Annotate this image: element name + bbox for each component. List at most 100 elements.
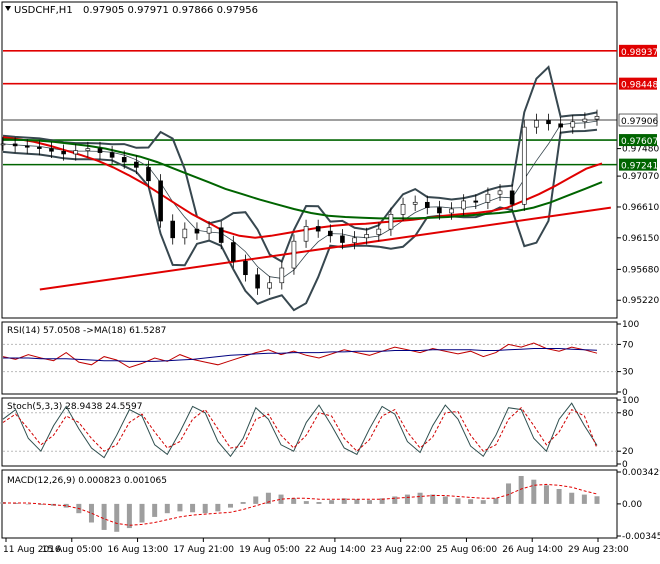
macd-bar (89, 504, 94, 523)
time-tick-label: 19 Aug 05:00 (239, 545, 300, 555)
stoch-tick-label: 100 (622, 396, 639, 406)
candle-body (462, 201, 466, 209)
candle-body (268, 283, 272, 288)
rsi-tick-label: 70 (622, 340, 634, 350)
candle-body (110, 153, 114, 158)
macd-bar (506, 483, 511, 503)
macd-bar (26, 504, 31, 505)
candle-body (474, 201, 478, 202)
candle-body (522, 127, 526, 204)
candle-body (171, 221, 175, 238)
candle-body (389, 214, 393, 229)
candle-body (583, 119, 587, 122)
macd-bar (405, 495, 410, 504)
candle-body (207, 228, 211, 233)
macd-bar (241, 502, 246, 504)
macd-title: MACD(12,26,9) 0.000823 0.001065 (7, 476, 167, 486)
macd-bar (367, 500, 372, 504)
candle-body (377, 229, 381, 234)
candle-body (256, 275, 260, 288)
candle-body (316, 226, 320, 231)
candle-body (328, 231, 332, 236)
symbol-label: USDCHF,H1 (14, 5, 73, 16)
macd-bar (177, 504, 182, 511)
time-tick-label: 16 Aug 13:00 (108, 545, 169, 555)
candle-body (571, 122, 575, 127)
price-tick-label: 0.95680 (622, 265, 659, 275)
level-label: 0.97906 (621, 117, 658, 127)
candle-body (437, 208, 441, 213)
candle-body (413, 202, 417, 204)
time-tick-label: 26 Aug 14:00 (502, 545, 563, 555)
macd-bar (203, 504, 208, 513)
level-label: 0.98448 (621, 81, 658, 91)
stoch-tick-label: 20 (622, 447, 634, 457)
macd-bar (127, 504, 132, 528)
candle-body (534, 120, 538, 127)
macd-bar (140, 504, 145, 523)
macd-bar (228, 504, 233, 508)
macd-bar (468, 499, 473, 504)
stoch-title: Stoch(5,3,3) 28.9438 24.5597 (7, 402, 142, 412)
level-label: 0.98937 (621, 48, 658, 58)
macd-tick-label: -0.003452 (622, 532, 660, 542)
macd-bar (392, 496, 397, 503)
time-tick-label: 29 Aug 23:00 (568, 545, 629, 555)
price-tick-label: 0.95220 (622, 296, 659, 306)
macd-bar (531, 480, 536, 504)
macd-bar (569, 493, 574, 504)
macd-bar (316, 502, 321, 504)
candle-body (365, 234, 369, 237)
macd-bar (455, 498, 460, 504)
time-tick-label: 15 Aug 05:00 (42, 545, 103, 555)
candle-body (425, 202, 429, 207)
macd-tick-label: 0.003429 (622, 468, 660, 478)
macd-bar (582, 495, 587, 504)
macd-bar (253, 496, 258, 503)
candle-body (340, 236, 344, 243)
candle-body (1, 144, 5, 145)
macd-bar (443, 496, 448, 503)
time-tick-label: 25 Aug 06:00 (436, 545, 497, 555)
candle-body (280, 268, 284, 283)
macd-bar (519, 476, 524, 504)
macd-bar (493, 498, 498, 504)
candle-body (37, 147, 41, 148)
candle-body (401, 204, 405, 214)
rsi-title: RSI(14) 57.0508 ->MA(18) 61.5287 (7, 326, 166, 336)
candle-body (159, 181, 163, 221)
macd-bar (557, 489, 562, 504)
candle-body (450, 209, 454, 213)
candle-body (86, 149, 90, 151)
candle-body (231, 243, 235, 262)
macd-bar (291, 498, 296, 504)
candle-body (98, 149, 102, 153)
macd-bar (102, 504, 107, 530)
stoch-tick-label: 80 (622, 409, 634, 419)
rsi-tick-label: 30 (622, 368, 634, 378)
level-label: 0.97607 (621, 137, 658, 147)
macd-bar (481, 500, 486, 504)
macd-tick-label: 0.00 (622, 500, 642, 510)
macd-bar (418, 493, 423, 504)
candle-body (292, 241, 296, 268)
macd-bar (114, 504, 119, 532)
macd-bar (304, 501, 309, 504)
macd-bar (544, 485, 549, 504)
time-tick-label: 22 Aug 14:00 (305, 545, 366, 555)
macd-bar (152, 504, 157, 517)
candle-body (353, 238, 357, 243)
candle-body (122, 157, 126, 162)
rsi-tick-label: 100 (622, 320, 639, 330)
macd-bar (354, 499, 359, 504)
macd-bar (595, 496, 600, 504)
candle-body (74, 151, 78, 154)
candle-body (62, 151, 66, 154)
candle-body (498, 191, 502, 194)
candle-body (510, 191, 514, 204)
candle-body (195, 229, 199, 233)
candle-body (219, 228, 223, 243)
candle-body (559, 124, 563, 127)
candle-body (13, 144, 17, 146)
